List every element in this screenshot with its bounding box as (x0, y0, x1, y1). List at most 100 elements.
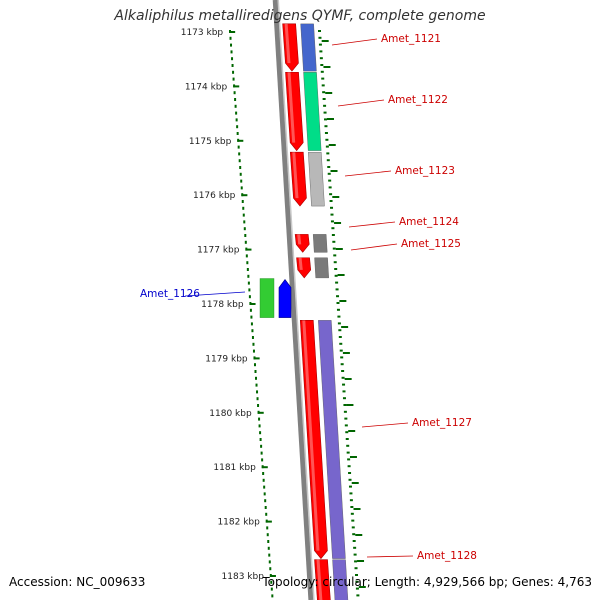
scale-tick (237, 139, 244, 142)
gc-skew-dot (355, 580, 359, 583)
gc-skew-dot (346, 444, 350, 447)
gc-content-dot (239, 172, 242, 176)
scale-tick (257, 411, 264, 414)
scale-tick-label: 1179 kbp (205, 354, 248, 364)
feature-hit-dash (332, 196, 340, 198)
gene-feature[interactable] (299, 320, 346, 560)
gc-skew-dot (318, 43, 322, 46)
gc-skew-dot (324, 118, 328, 121)
feature-hit-dash (321, 40, 329, 42)
gc-skew-dot (348, 485, 352, 488)
feature-hit-dash (355, 534, 363, 536)
gc-content-dot (240, 179, 243, 183)
gc-skew-dot (325, 138, 329, 141)
gc-content-dot (250, 322, 253, 326)
gene-label[interactable]: Amet_1127 (412, 417, 472, 429)
gc-skew-dot (351, 519, 355, 522)
gc-skew-dot (330, 220, 334, 223)
gc-skew-dot (350, 506, 354, 508)
gene-label[interactable]: Amet_1126 (140, 288, 200, 300)
feature-hit-dash (353, 508, 361, 510)
gene-feature[interactable] (294, 234, 328, 253)
gc-content-dot (263, 492, 266, 496)
gene-feature[interactable] (285, 71, 322, 152)
gene-feature[interactable] (314, 559, 349, 600)
feature-hit-dash (330, 170, 338, 172)
gc-content-dot (237, 145, 240, 149)
gene-label[interactable]: Amet_1122 (388, 94, 448, 106)
gc-skew-dot (349, 492, 353, 495)
gc-content-dot (250, 315, 253, 319)
gene-label[interactable]: Amet_1121 (381, 33, 441, 45)
gc-skew-dot (339, 342, 343, 345)
gc-skew-dot (354, 567, 358, 570)
gc-content-dot (268, 560, 271, 564)
gc-skew-dot (354, 560, 358, 563)
gc-skew-dot (328, 179, 332, 182)
gc-skew-dot (336, 295, 340, 298)
gc-skew-dot (339, 349, 343, 352)
gc-content-dot (256, 390, 259, 394)
scale-tick-label: 1182 kbp (217, 518, 260, 528)
gc-content-dot (259, 438, 262, 441)
gc-skew-dot (332, 240, 336, 243)
gene-feature[interactable] (289, 151, 325, 207)
cds-arrow-shine (316, 559, 323, 600)
feature-hit-dash (334, 222, 342, 224)
gc-skew-dot (347, 458, 351, 461)
cds-arrow-forward (294, 234, 310, 253)
gc-skew-dot (321, 84, 325, 87)
gc-skew-dot (342, 390, 346, 393)
genome-backbone-highlight (277, 0, 315, 600)
cds-arrow-shine (284, 23, 291, 64)
gc-content-dot (270, 587, 273, 591)
gene-feature[interactable] (282, 23, 317, 72)
gene-label[interactable]: Amet_1123 (395, 165, 455, 177)
gc-content-dot (246, 261, 249, 265)
gc-content-dot (230, 43, 233, 47)
gc-content-dot (230, 50, 233, 54)
gc-content-dot (265, 512, 268, 516)
gc-content-dot (247, 274, 250, 278)
scale-tick-label: 1177 kbp (197, 246, 240, 256)
gc-skew-dot (318, 36, 322, 39)
gc-skew-dot (350, 512, 354, 515)
gc-skew-dot (343, 410, 347, 413)
gc-skew-dot (327, 172, 331, 175)
gc-content-dot (245, 254, 248, 258)
gc-skew-dot (341, 370, 345, 372)
gc-skew-dot (318, 30, 321, 32)
gene-label[interactable]: Amet_1128 (417, 550, 477, 562)
gc-content-dot (267, 540, 270, 543)
gc-skew-dot (328, 186, 332, 189)
gc-skew-dot (333, 254, 337, 257)
feature-hit-dash (328, 144, 336, 146)
scale-tick-label: 1175 kbp (189, 137, 232, 147)
gc-content-dot (246, 268, 249, 271)
gc-skew-dot (342, 397, 346, 400)
gc-skew-dot (340, 363, 344, 366)
scale-tick-label: 1173 kbp (181, 28, 224, 38)
cds-arrow-reverse (278, 279, 292, 318)
gc-skew-dot (351, 526, 355, 529)
gc-skew-dot (333, 261, 337, 264)
gene-label[interactable]: Amet_1125 (401, 238, 461, 250)
gc-content-dot (255, 383, 258, 387)
gc-content-dot (238, 159, 241, 163)
scale-tick-label: 1180 kbp (209, 409, 252, 419)
feature-hit-dash (346, 404, 354, 406)
gc-skew-dot (346, 451, 350, 454)
gc-content-dot (251, 336, 254, 339)
topology-text: Topology: circular; Length: 4,929,566 bp… (262, 575, 592, 589)
gc-content-dot (243, 227, 246, 231)
scale-tick (261, 466, 268, 469)
accession-text: Accession: NC_009633 (9, 575, 146, 589)
gc-skew-dot (330, 206, 334, 209)
gc-content-dot (256, 397, 259, 401)
gene-label[interactable]: Amet_1124 (399, 216, 459, 228)
gc-skew-dot (330, 213, 334, 216)
gene-feature[interactable] (259, 278, 292, 318)
gene-feature[interactable] (296, 257, 329, 279)
cog-category-bar (259, 278, 275, 318)
